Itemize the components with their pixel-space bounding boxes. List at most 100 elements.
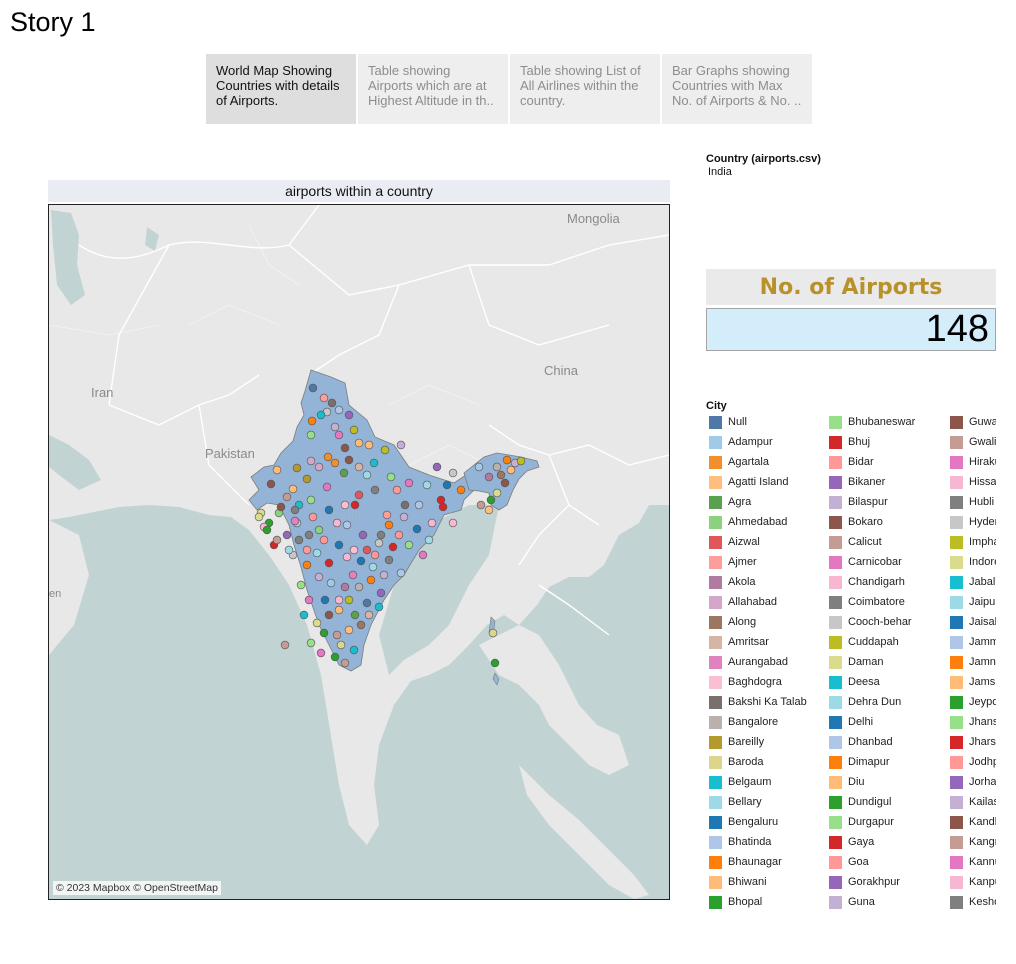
legend-item[interactable]: Kailashahar [950,794,996,810]
airport-point[interactable] [304,595,314,605]
legend-item[interactable]: Jaisalmer [950,614,996,630]
airport-point[interactable] [282,530,292,540]
map-attribution[interactable]: © 2023 Mapbox © OpenStreetMap [53,881,221,895]
legend-item[interactable]: Agra [709,494,751,510]
airport-point[interactable] [496,470,506,480]
airport-point[interactable] [294,535,304,545]
airport-point[interactable] [334,430,344,440]
airport-point[interactable] [314,462,324,472]
legend-item[interactable]: Bikaner [829,474,885,490]
airport-point[interactable] [254,512,264,522]
airport-point[interactable] [424,535,434,545]
legend-item[interactable]: Bhubaneswar [829,414,915,430]
airport-point[interactable] [366,575,376,585]
airport-point[interactable] [316,648,326,658]
airport-point[interactable] [339,468,349,478]
tab-highest-altitude[interactable]: Table showing Airports which are at High… [358,54,508,124]
airport-point[interactable] [334,540,344,550]
airport-point[interactable] [280,640,290,650]
airport-point[interactable] [364,440,374,450]
legend-item[interactable]: Jharsuguda [950,734,996,750]
airport-point[interactable] [384,555,394,565]
airport-point[interactable] [396,568,406,578]
legend-item[interactable]: Adampur [709,434,773,450]
legend-item[interactable]: Kanpur [950,874,996,890]
airport-point[interactable] [374,602,384,612]
airport-point[interactable] [442,480,452,490]
airport-point[interactable] [427,518,437,528]
legend-item[interactable]: Cuddapah [829,634,899,650]
legend-item[interactable]: Hubli [950,494,994,510]
airport-point[interactable] [302,560,312,570]
airport-point[interactable] [412,524,422,534]
airport-point[interactable] [304,530,314,540]
airport-point[interactable] [330,458,340,468]
airport-point[interactable] [448,468,458,478]
legend-item[interactable]: Jodhpur [950,754,996,770]
airport-point[interactable] [324,610,334,620]
airport-point[interactable] [516,456,526,466]
airport-point[interactable] [394,530,404,540]
legend-item[interactable]: Jhansi [950,714,996,730]
tab-world-map[interactable]: World Map Showing Countries with details… [206,54,356,124]
legend-item[interactable]: Cooch-behar [829,614,912,630]
legend-item[interactable]: Bilaspur [829,494,888,510]
airport-point[interactable] [336,640,346,650]
airport-point[interactable] [320,595,330,605]
airport-point[interactable] [308,512,318,522]
legend-item[interactable]: Diu [829,774,865,790]
legend-item[interactable]: Deesa [829,674,880,690]
airport-point[interactable] [344,625,354,635]
legend-item[interactable]: Calicut [829,534,882,550]
airport-point[interactable] [396,440,406,450]
airport-point[interactable] [492,462,502,472]
legend-item[interactable]: Null [709,414,747,430]
airport-point[interactable] [302,474,312,484]
country-filter-value[interactable]: India [708,166,732,178]
airport-point[interactable] [276,502,286,512]
legend-item[interactable]: Jabalpur [950,574,996,590]
airport-point[interactable] [432,462,442,472]
airport-point[interactable] [330,652,340,662]
legend-item[interactable]: Amritsar [709,634,769,650]
airport-point[interactable] [362,598,372,608]
airport-point[interactable] [332,630,342,640]
legend-item[interactable]: Delhi [829,714,873,730]
airport-point[interactable] [350,500,360,510]
legend-item[interactable]: Keshod [950,894,996,910]
airport-point[interactable] [362,470,372,480]
legend-item[interactable]: Bengaluru [709,814,778,830]
airport-point[interactable] [404,540,414,550]
legend-item[interactable]: Kannur [950,854,996,870]
airport-point[interactable] [342,552,352,562]
airport-point[interactable] [349,645,359,655]
airport-point[interactable] [323,452,333,462]
airport-point[interactable] [306,495,316,505]
airport-point[interactable] [436,495,446,505]
airport-point[interactable] [330,422,340,432]
airport-point[interactable] [306,430,316,440]
legend-item[interactable]: Bhuj [829,434,870,450]
airport-point[interactable] [380,445,390,455]
airport-point[interactable] [438,502,448,512]
legend-item[interactable]: Baroda [709,754,763,770]
airport-point[interactable] [326,578,336,588]
airport-point[interactable] [312,548,322,558]
legend-item[interactable]: Allahabad [709,594,777,610]
legend-item[interactable]: Daman [829,654,883,670]
airport-point[interactable] [324,558,334,568]
airport-point[interactable] [327,398,337,408]
airport-point[interactable] [500,478,510,488]
legend-item[interactable]: Gwalior [950,434,996,450]
airport-point[interactable] [302,545,312,555]
airport-point[interactable] [290,505,300,515]
legend-item[interactable]: Aurangabad [709,654,788,670]
legend-item[interactable]: Jeypore [950,694,996,710]
legend-item[interactable]: Bhaunagar [709,854,782,870]
legend-item[interactable]: Jamnagar [950,654,996,670]
legend-item[interactable]: Bhopal [709,894,762,910]
airport-point[interactable] [370,550,380,560]
legend-item[interactable]: Ajmer [709,554,757,570]
airport-point[interactable] [364,610,374,620]
airport-point[interactable] [362,545,372,555]
